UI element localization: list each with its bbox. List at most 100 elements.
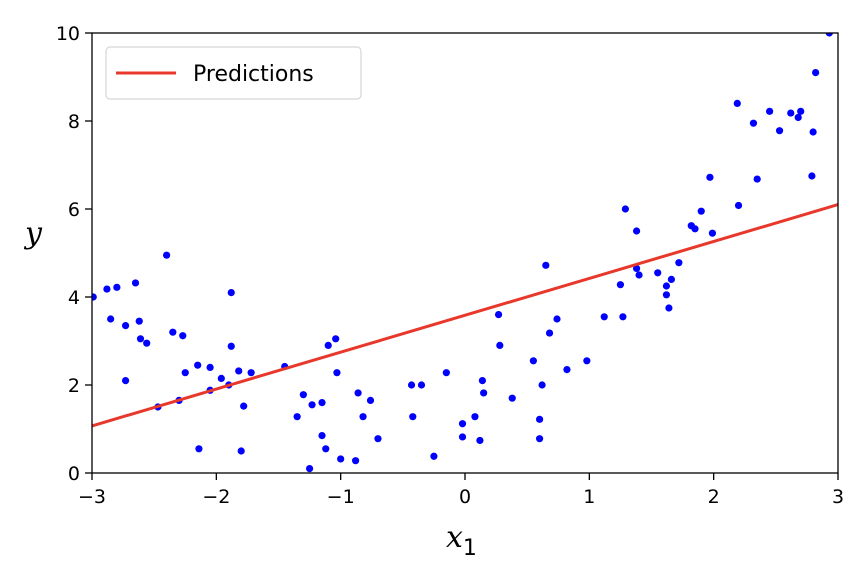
data-point (305, 465, 314, 473)
legend-box (105, 46, 362, 100)
data-point (480, 389, 488, 397)
data-point (708, 229, 717, 237)
data-point (675, 259, 683, 267)
data-point (734, 201, 743, 210)
data-point (665, 304, 673, 312)
data-point (417, 381, 426, 389)
prediction-line (92, 203, 838, 428)
data-point (179, 332, 187, 340)
data-point (662, 282, 671, 290)
x-axis-label-subscript: 1 (463, 536, 477, 561)
data-point (529, 357, 537, 365)
data-point (583, 357, 591, 365)
data-point (797, 107, 805, 115)
data-point (299, 391, 307, 399)
data-point (632, 264, 641, 272)
data-point (536, 435, 544, 443)
data-point (697, 207, 705, 215)
data-point (706, 173, 714, 181)
data-point (600, 313, 608, 321)
x-tick-label: −3 (78, 486, 106, 508)
data-point (121, 322, 130, 330)
data-point (332, 335, 340, 343)
data-point (92, 293, 97, 301)
data-point (536, 415, 544, 423)
data-point (662, 291, 671, 299)
data-point (351, 457, 360, 465)
data-point (227, 289, 235, 297)
data-point (407, 381, 416, 389)
data-point (619, 313, 627, 321)
data-point (621, 205, 629, 213)
data-point (318, 432, 326, 440)
data-point (753, 175, 761, 183)
x-tick-label: 3 (832, 486, 844, 508)
data-point (458, 433, 467, 441)
data-point (442, 369, 450, 377)
data-point (318, 399, 326, 407)
data-point (322, 445, 330, 453)
data-point (825, 33, 833, 37)
data-point (163, 251, 171, 259)
data-point (749, 119, 758, 127)
data-point (374, 435, 382, 443)
data-point (794, 113, 802, 122)
legend: Predictions (105, 46, 362, 100)
y-tick-label: 2 (68, 375, 80, 397)
data-point (135, 317, 143, 325)
data-point (667, 275, 675, 283)
data-point (563, 366, 571, 374)
data-point (476, 436, 484, 445)
data-point (366, 396, 375, 404)
data-point (538, 381, 546, 389)
data-point (635, 271, 643, 279)
data-point (545, 329, 554, 337)
y-tick-label: 0 (68, 463, 80, 485)
data-point (359, 413, 367, 421)
data-point (471, 413, 479, 421)
x-tick-label: 2 (708, 486, 720, 508)
y-axis-label: y (23, 216, 43, 251)
data-point (235, 367, 243, 375)
y-tick-label: 6 (68, 199, 80, 221)
data-point (195, 445, 203, 453)
data-point (324, 341, 332, 349)
data-point (496, 341, 504, 349)
data-point (227, 342, 235, 350)
data-point (293, 413, 301, 421)
data-point (542, 261, 550, 269)
data-point (508, 394, 516, 402)
data-point (654, 269, 662, 277)
data-point (787, 109, 795, 117)
data-point (809, 128, 817, 136)
data-point (354, 389, 362, 397)
data-point (691, 225, 699, 233)
data-point (494, 311, 503, 319)
x-tick-label: 0 (459, 486, 471, 508)
data-point (458, 420, 467, 428)
data-point (206, 363, 214, 371)
data-point (333, 369, 341, 377)
data-point (733, 99, 741, 107)
data-point (766, 107, 774, 115)
data-point (131, 279, 140, 287)
data-point (478, 377, 487, 385)
data-point (240, 402, 248, 410)
data-point (337, 455, 345, 463)
data-point (103, 285, 111, 293)
data-point (430, 452, 438, 460)
x-axis-label: x1 (446, 520, 477, 561)
data-point (194, 361, 202, 369)
data-point (812, 69, 820, 77)
data-point (616, 281, 625, 289)
y-tick-label: 10 (56, 23, 80, 45)
data-point (808, 172, 816, 180)
legend-label-predictions: Predictions (193, 62, 314, 87)
prediction-line-layer (92, 203, 838, 428)
x-tick-label: −2 (202, 486, 230, 508)
data-point (217, 374, 225, 382)
data-point (181, 369, 189, 377)
x-tick-label: 1 (583, 486, 595, 508)
y-tick-label: 8 (68, 111, 80, 133)
